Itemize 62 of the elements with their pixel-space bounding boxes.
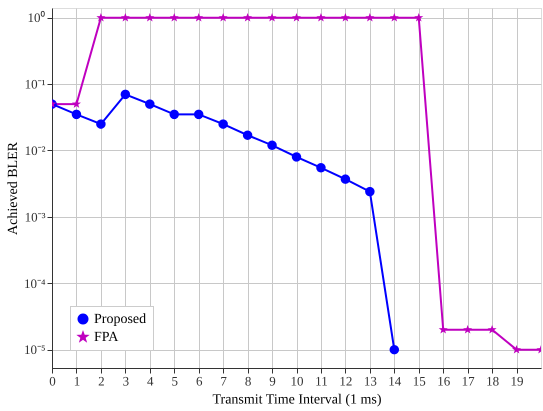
point [292,152,302,162]
x-tick-label: 1 [74,374,80,388]
x-tick-label: 9 [269,374,276,388]
x-tick-label: 16 [437,374,451,388]
point [145,12,154,22]
point [365,12,374,22]
x-tick-label: 15 [412,374,426,388]
x-axis-title: Transmit Time Interval (1 ms) [212,392,382,408]
x-tick-label: 14 [388,374,402,388]
point [120,12,130,22]
point [488,324,497,334]
point [340,12,350,22]
point [316,163,326,172]
x-tick-label: 5 [172,374,178,388]
y-tick-label: 10⁻² [24,143,46,158]
x-tick-label: 7 [220,374,228,388]
y-tick-label: 10⁰ [28,10,46,26]
point [267,140,277,150]
point [170,110,179,120]
x-tick-label: 4 [147,374,154,388]
point [316,12,326,22]
point [242,130,252,140]
x-tick-label: 10 [290,374,304,388]
point [243,12,252,22]
point [463,324,472,334]
point [218,12,228,22]
point [194,110,204,120]
point [340,174,350,184]
x-tick-label: 11 [315,374,328,388]
x-tick-label: 19 [510,374,524,388]
y-tick-label: 10⁻⁵ [24,342,46,358]
x-tick-label: 13 [364,374,377,388]
point [170,12,179,22]
x-tick-label: 8 [244,374,252,388]
x-tick-label: 2 [98,374,105,388]
point [96,119,106,129]
point [390,12,399,22]
x-tick-label: 3 [122,374,130,388]
point [365,186,375,196]
x-tick-label: 18 [486,374,500,388]
y-axis-title: Achieved BLER [6,141,21,235]
point [414,12,424,22]
y-tick-label: 10⁻³ [24,209,46,224]
x-tick-label: 17 [462,374,476,388]
y-tick-label: 10⁻¹ [24,76,46,92]
point [145,99,155,109]
point [72,110,82,120]
x-tick-label: 0 [49,374,56,388]
point [218,119,228,129]
y-tick-label: 10⁻⁴ [24,276,46,291]
point [120,90,130,100]
point [194,12,204,22]
x-tick-label: 6 [196,374,203,388]
point [268,12,277,22]
point [72,99,81,108]
legend-label: Proposed [94,312,146,327]
point [292,12,302,22]
point [512,344,522,354]
legend-label: FPA [94,330,120,345]
point [390,344,400,354]
point [96,12,106,22]
x-tick-label: 12 [339,374,352,388]
